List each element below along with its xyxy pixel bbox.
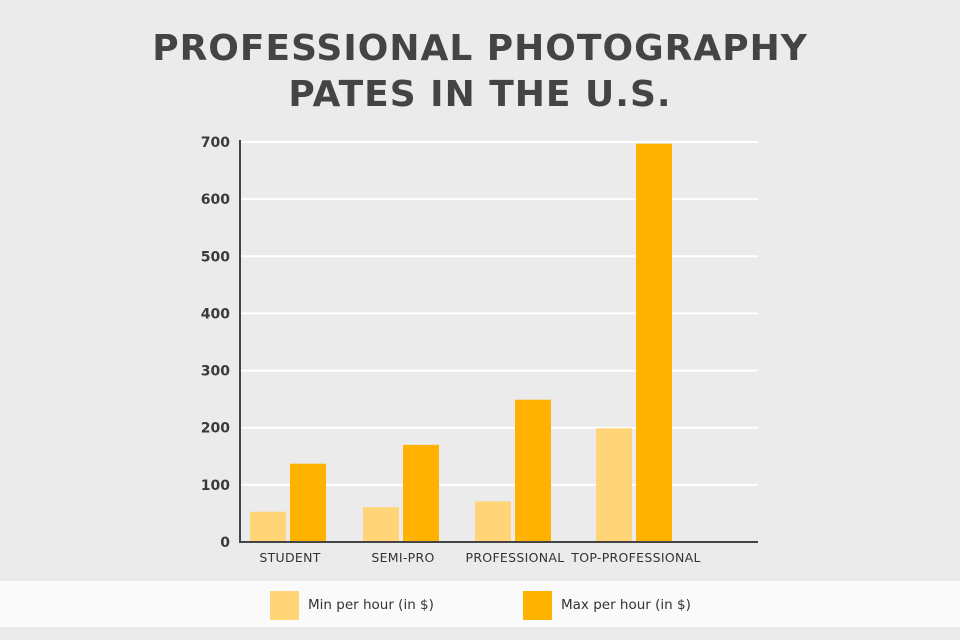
bar-min — [596, 428, 632, 542]
y-tick-label: 600 — [201, 192, 230, 208]
chart-title-line2: PATES IN THE U.S. — [288, 74, 672, 115]
x-axis-ticks: STUDENT SEMI-PRO PROFESSIONAL TOP-PROFESSIO… — [259, 550, 700, 565]
x-tick-label: STUDENT — [259, 550, 320, 565]
legend-swatch-min — [270, 590, 299, 620]
chart-title-line1: PROFESSIONAL PHOTOGRAPHY — [152, 28, 808, 69]
bar-min — [250, 511, 286, 542]
axes — [239, 140, 758, 543]
legend: Min per hour (in $) Max per hour (in $) — [0, 581, 960, 627]
y-tick-label: 200 — [201, 421, 230, 437]
y-axis-ticks: 0 100 200 300 400 500 600 700 — [201, 135, 230, 551]
bar-max — [515, 399, 551, 542]
x-tick-label: SEMI-PRO — [371, 550, 434, 565]
legend-label-min: Min per hour (in $) — [308, 597, 434, 613]
y-tick-label: 100 — [201, 478, 230, 494]
grid-lines — [240, 141, 758, 486]
legend-swatch-max — [523, 590, 552, 620]
bar-chart: 0 100 200 300 400 500 600 700 STUDENT SEMI-PRO PR… — [201, 135, 758, 565]
bar-min — [363, 507, 399, 542]
bar-min — [475, 501, 511, 542]
legend-label-max: Max per hour (in $) — [561, 597, 691, 613]
y-tick-label: 400 — [201, 306, 230, 322]
bar-max — [636, 143, 672, 542]
x-tick-label: PROFESSIONAL — [465, 550, 564, 565]
y-tick-label: 700 — [201, 135, 230, 151]
y-tick-label: 0 — [220, 535, 230, 551]
legend-item-min: Min per hour (in $) — [270, 590, 434, 620]
legend-item-max: Max per hour (in $) — [523, 590, 691, 620]
y-tick-label: 300 — [201, 364, 230, 380]
bar-max — [290, 463, 326, 542]
bars — [250, 143, 672, 542]
y-tick-label: 500 — [201, 249, 230, 265]
bar-max — [403, 444, 439, 542]
x-tick-label: TOP-PROFESSIONAL — [570, 550, 700, 565]
